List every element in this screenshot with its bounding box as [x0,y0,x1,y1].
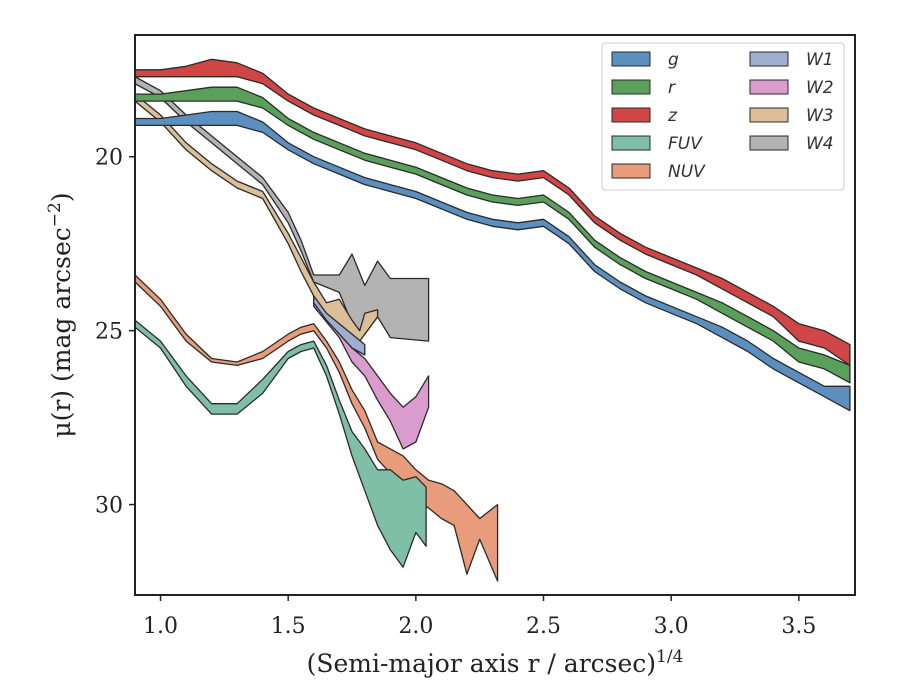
band-z [135,58,851,367]
band-fuv [135,319,427,568]
legend-label-r: r [668,78,676,98]
legend-label-nuv: NUV [668,162,706,182]
profile-bands [135,58,851,582]
legend-label-fuv: FUV [668,134,703,154]
x-axis: 1.0 1.5 2.0 2.5 3.0 3.5 [143,595,816,639]
y-tick-label: 20 [95,146,123,171]
plot-frame [134,34,856,596]
legend-label-w4: W4 [806,134,834,154]
x-axis-title: (Semi-major axis r / arcsec)1/4 [307,647,684,678]
legend-swatch-nuv [611,163,651,179]
legend-swatch-g [611,51,651,67]
y-axis-title: μ(r) (mag arcsec−2) [45,192,76,437]
band-g [135,110,851,412]
band-r [135,86,851,384]
y-tick-label: 25 [95,320,123,345]
x-tick-label: 3.5 [781,614,816,639]
band-w1 [313,295,366,356]
band-w4 [135,76,430,342]
legend-label-w1: W1 [806,50,834,70]
legend-label-g: g [668,50,679,70]
x-tick-label: 2.0 [398,614,433,639]
legend-swatch-w4 [749,135,789,151]
band-nuv [135,274,499,582]
x-tick-label: 2.5 [526,614,561,639]
legend-swatch-w1 [749,51,789,67]
y-tick-label: 30 [95,494,123,519]
legend-swatch-z [611,107,651,123]
band-w3 [135,93,379,346]
legend-swatch-fuv [611,135,651,151]
legend: grz FUV NUV W1 W2 W3 W4 [601,42,845,191]
x-tick-label: 1.5 [271,614,306,639]
legend-swatch-w3 [749,107,789,123]
legend-label-w3: W3 [806,106,834,126]
legend-label-w2: W2 [806,78,834,98]
legend-label-z: z [667,106,678,126]
y-axis: 20 25 30 [95,146,135,519]
legend-swatch-w2 [749,79,789,95]
legend-swatch-r [611,79,651,95]
x-tick-label: 1.0 [143,614,178,639]
x-tick-label: 3.0 [654,614,689,639]
